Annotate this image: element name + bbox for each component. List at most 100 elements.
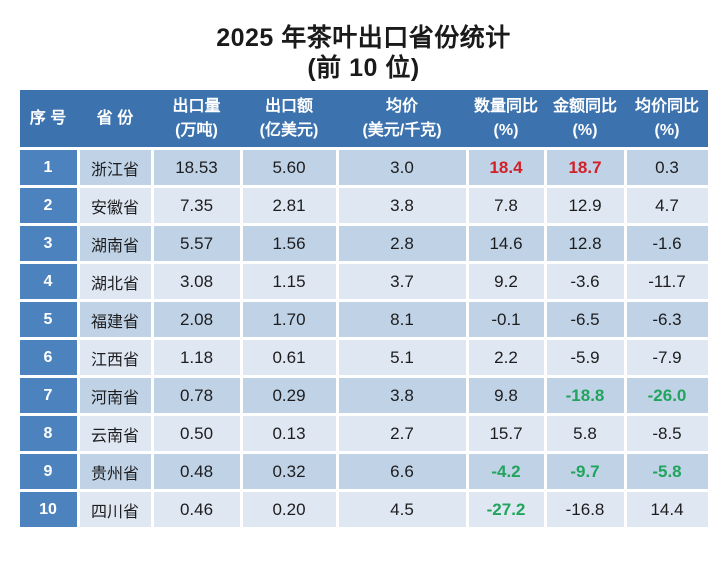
- province-cell: 湖北省: [79, 264, 151, 299]
- province-cell: 江西省: [79, 340, 151, 375]
- header-price-yoy: 均价同比 (%): [634, 98, 699, 139]
- rank-cell: 8: [19, 416, 77, 451]
- volume-cell: 0.78: [153, 378, 240, 413]
- volume-cell: 0.46: [153, 492, 240, 527]
- avg-price-cell: 3.7: [338, 264, 466, 299]
- table-row: 6 江西省 1.18 0.61 5.1 2.2 -5.9 -7.9: [19, 340, 708, 375]
- avg-price-cell: 2.8: [338, 226, 466, 261]
- rank-cell: 6: [19, 340, 77, 375]
- avg-price-cell: 3.8: [338, 378, 466, 413]
- value-cell: 0.13: [242, 416, 336, 451]
- province-cell: 贵州省: [79, 454, 151, 489]
- volume-yoy-cell: -4.2: [468, 454, 544, 489]
- price-yoy-cell: -8.5: [626, 416, 708, 451]
- rank-cell: 4: [19, 264, 77, 299]
- table-row: 2 安徽省 7.35 2.81 3.8 7.8 12.9 4.7: [19, 188, 708, 223]
- volume-cell: 18.53: [153, 150, 240, 185]
- value-yoy-cell: -9.7: [546, 454, 624, 489]
- value-cell: 0.20: [242, 492, 336, 527]
- volume-yoy-cell: 9.8: [468, 378, 544, 413]
- price-yoy-cell: 4.7: [626, 188, 708, 223]
- value-cell: 1.15: [242, 264, 336, 299]
- header-province: 省 份: [96, 109, 134, 127]
- table-row: 8 云南省 0.50 0.13 2.7 15.7 5.8 -8.5: [19, 416, 708, 451]
- province-cell: 安徽省: [79, 188, 151, 223]
- avg-price-cell: 4.5: [338, 492, 466, 527]
- page-subtitle: (前 10 位): [307, 53, 420, 82]
- table-row: 3 湖南省 5.57 1.56 2.8 14.6 12.8 -1.6: [19, 226, 708, 261]
- price-yoy-cell: 0.3: [626, 150, 708, 185]
- avg-price-cell: 6.6: [338, 454, 466, 489]
- volume-cell: 2.08: [153, 302, 240, 337]
- avg-price-cell: 3.8: [338, 188, 466, 223]
- value-yoy-cell: 5.8: [546, 416, 624, 451]
- avg-price-cell: 3.0: [338, 150, 466, 185]
- rank-cell: 3: [19, 226, 77, 261]
- value-cell: 0.29: [242, 378, 336, 413]
- price-yoy-cell: -11.7: [626, 264, 708, 299]
- table-row: 4 湖北省 3.08 1.15 3.7 9.2 -3.6 -11.7: [19, 264, 708, 299]
- value-cell: 2.81: [242, 188, 336, 223]
- table-row: 1 浙江省 18.53 5.60 3.0 18.4 18.7 0.3: [19, 150, 708, 185]
- price-yoy-cell: -26.0: [626, 378, 708, 413]
- value-cell: 0.32: [242, 454, 336, 489]
- province-cell: 云南省: [79, 416, 151, 451]
- value-yoy-cell: 12.9: [546, 188, 624, 223]
- volume-yoy-cell: -27.2: [468, 492, 544, 527]
- rank-cell: 5: [19, 302, 77, 337]
- table-row: 9 贵州省 0.48 0.32 6.6 -4.2 -9.7 -5.8: [19, 454, 708, 489]
- value-yoy-cell: 18.7: [546, 150, 624, 185]
- province-cell: 浙江省: [79, 150, 151, 185]
- header-volume-yoy: 数量同比 (%): [473, 98, 538, 139]
- volume-yoy-cell: 9.2: [468, 264, 544, 299]
- avg-price-cell: 5.1: [338, 340, 466, 375]
- volume-cell: 7.35: [153, 188, 240, 223]
- value-yoy-cell: -18.8: [546, 378, 624, 413]
- volume-cell: 0.48: [153, 454, 240, 489]
- rank-cell: 9: [19, 454, 77, 489]
- value-cell: 5.60: [242, 150, 336, 185]
- price-yoy-cell: 14.4: [626, 492, 708, 527]
- avg-price-cell: 8.1: [338, 302, 466, 337]
- volume-yoy-cell: 14.6: [468, 226, 544, 261]
- volume-yoy-cell: 7.8: [468, 188, 544, 223]
- volume-cell: 0.50: [153, 416, 240, 451]
- province-cell: 四川省: [79, 492, 151, 527]
- volume-cell: 5.57: [153, 226, 240, 261]
- value-cell: 1.56: [242, 226, 336, 261]
- price-yoy-cell: -7.9: [626, 340, 708, 375]
- avg-price-cell: 2.7: [338, 416, 466, 451]
- value-yoy-cell: -16.8: [546, 492, 624, 527]
- volume-yoy-cell: 15.7: [468, 416, 544, 451]
- province-cell: 福建省: [79, 302, 151, 337]
- header-value-yoy: 金额同比 (%): [552, 98, 617, 139]
- province-cell: 河南省: [79, 378, 151, 413]
- value-yoy-cell: -5.9: [546, 340, 624, 375]
- price-yoy-cell: -1.6: [626, 226, 708, 261]
- page-title: 2025 年茶叶出口省份统计: [216, 24, 511, 52]
- header-value: 出口额 (亿美元): [259, 98, 319, 139]
- rank-cell: 10: [19, 492, 77, 527]
- value-yoy-cell: -3.6: [546, 264, 624, 299]
- table-body: 1 浙江省 18.53 5.60 3.0 18.4 18.7 0.3 2 安徽省…: [19, 150, 708, 527]
- table-row: 7 河南省 0.78 0.29 3.8 9.8 -18.8 -26.0: [19, 378, 708, 413]
- header-avg-price: 均价 (美元/千克): [362, 98, 442, 139]
- volume-cell: 3.08: [153, 264, 240, 299]
- header-rank: 序 号: [29, 109, 67, 127]
- value-yoy-cell: -6.5: [546, 302, 624, 337]
- tea-export-table: 序 号 省 份 出口量 (万吨) 出口额 (亿美元) 均价 (美元/千克) 数量同比(…: [19, 90, 708, 527]
- volume-yoy-cell: 18.4: [468, 150, 544, 185]
- table-row: 5 福建省 2.08 1.70 8.1 -0.1 -6.5 -6.3: [19, 302, 708, 337]
- volume-cell: 1.18: [153, 340, 240, 375]
- price-yoy-cell: -5.8: [626, 454, 708, 489]
- volume-yoy-cell: 2.2: [468, 340, 544, 375]
- value-cell: 0.61: [242, 340, 336, 375]
- volume-yoy-cell: -0.1: [468, 302, 544, 337]
- province-cell: 湖南省: [79, 226, 151, 261]
- header-volume: 出口量 (万吨): [172, 98, 221, 139]
- value-yoy-cell: 12.8: [546, 226, 624, 261]
- value-cell: 1.70: [242, 302, 336, 337]
- table-header-row: 序 号 省 份 出口量 (万吨) 出口额 (亿美元) 均价 (美元/千克) 数量同比(…: [19, 90, 708, 147]
- table-row: 10 四川省 0.46 0.20 4.5 -27.2 -16.8 14.4: [19, 492, 708, 527]
- rank-cell: 1: [19, 150, 77, 185]
